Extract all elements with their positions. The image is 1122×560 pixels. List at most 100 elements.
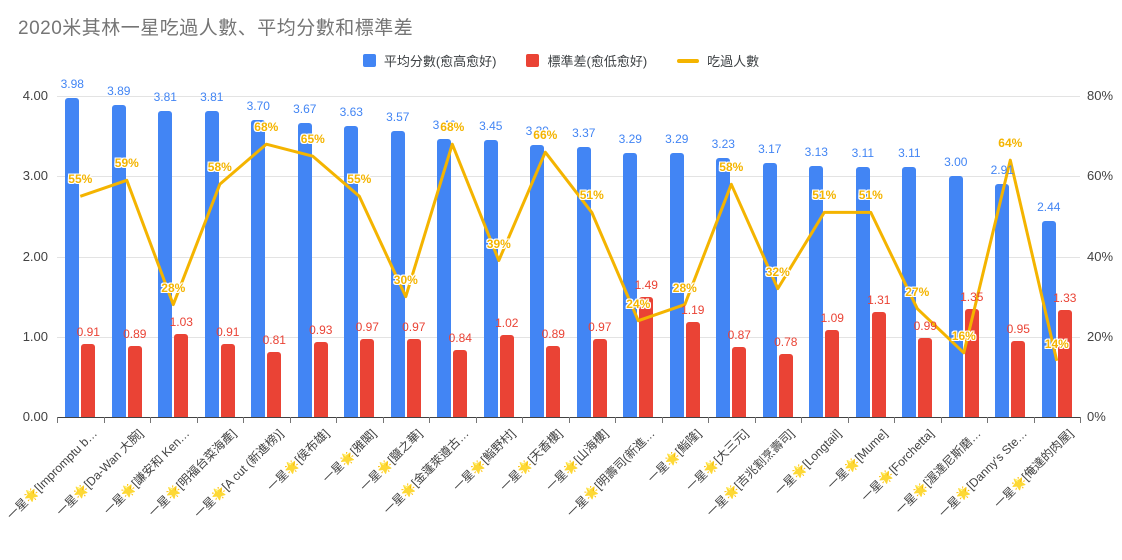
avg-score-value-label: 3.11 [898,146,921,161]
x-axis-tick [754,417,756,423]
right-axis-tick-label: 20% [1087,328,1114,344]
x-axis-tick [940,417,942,423]
diners-pct-label: 55% [68,172,93,187]
diners-pct-label: 58% [207,160,232,175]
std-dev-value-label: 1.19 [681,302,705,317]
avg-score-bar [576,146,591,417]
gridline [57,96,1080,97]
diners-pct-label: 28% [672,280,697,295]
avg-score-value-label: 3.00 [944,155,968,170]
avg-score-bar [1041,221,1056,417]
std-dev-value-label: 0.97 [402,320,426,335]
std-dev-bar [267,352,282,417]
diners-pct-label: 68% [254,120,279,135]
avg-score-bar [65,97,80,417]
x-axis-tick [57,417,58,423]
diners-pct-label: 64% [998,136,1023,151]
avg-score-bar [204,111,219,417]
diners-pct-label: 27% [905,284,930,299]
avg-score-bar [111,104,126,417]
std-dev-value-label: 0.95 [1006,321,1030,336]
std-dev-value-label: 1.31 [867,292,891,307]
legend-label-avg-score: 平均分數(愈高愈好) [383,54,497,69]
avg-score-value-label: 3.17 [758,141,782,156]
diners-pct-label: 51% [858,188,883,203]
legend-label-std-dev: 標準差(愈低愈好) [547,54,648,69]
std-dev-bar [685,321,700,417]
diners-pct-label: 16% [951,328,976,343]
std-dev-value-label: 0.93 [309,323,333,338]
diners-pct-label: 55% [347,172,372,187]
avg-score-value-label: 2.44 [1037,200,1061,215]
avg-score-bar [297,122,312,417]
avg-score-value-label: 3.39 [525,124,549,138]
std-dev-bar [546,345,561,417]
right-axis-tick-label: 80% [1087,88,1114,103]
std-dev-bar [639,297,654,417]
std-dev-value-label: 0.97 [355,320,379,335]
avg-score-value-label: 3.45 [479,119,503,134]
right-axis-tick-label: 40% [1087,248,1114,264]
avg-score-bar [716,157,731,417]
left-axis-tick-label: 1.00 [22,328,48,344]
avg-score-value-label: 3.46 [432,118,456,133]
std-dev-bar [174,334,189,417]
std-dev-value-label: 1.03 [169,315,193,330]
avg-score-value-label: 2.91 [990,162,1014,177]
avg-score-bar [762,162,777,417]
std-dev-value-label: 0.97 [588,320,612,335]
std-dev-value-label: 0.91 [76,325,100,339]
std-dev-value-label: 0.81 [262,333,286,347]
avg-score-value-label: 3.81 [153,90,177,105]
diners-pct-label: 66% [533,128,558,143]
diners-pct-label: 39% [486,236,511,251]
x-axis-tick [150,417,151,423]
std-dev-bar [220,344,235,417]
x-axis-tick [243,417,244,423]
x-axis-tick [568,417,570,423]
x-axis-tick [708,417,709,423]
std-dev-bar [592,339,607,417]
diners-pct-label: 30% [393,272,418,287]
avg-score-value-label: 3.13 [804,144,828,159]
x-axis-tick [289,417,291,423]
std-dev-bar [313,342,328,417]
avg-score-value-label: 3.67 [293,101,317,116]
std-dev-value-label: 0.78 [774,335,798,350]
x-axis-tick [382,417,384,423]
avg-score-bar [158,111,173,417]
legend-item-avg-score: 平均分數(愈高愈好) [362,51,497,70]
diners-pct-label: 51% [812,188,837,203]
std-dev-value-label: 1.33 [1053,291,1077,306]
diners-pct-label: 65% [300,132,325,147]
avg-score-value-label: 3.11 [851,146,875,161]
diners-pct-label: 59% [114,156,139,171]
std-dev-value-label: 1.49 [634,278,658,293]
avg-score-value-label: 3.63 [339,104,363,119]
avg-score-value-label: 3.57 [386,109,410,124]
avg-score-value-label: 3.70 [246,99,270,114]
x-axis-tick [615,417,616,423]
std-dev-value-label: 0.91 [216,325,240,339]
diners-pct-label: 58% [719,160,744,175]
x-axis-tick [429,417,430,423]
avg-score-value-label: 3.81 [200,90,224,105]
left-axis-tick-label: 0.00 [22,409,48,424]
x-axis-tick [987,417,988,423]
std-dev-bar [1011,340,1026,417]
x-axis-tick [475,417,477,423]
avg-score-bar [809,165,824,417]
legend-label-diners: 吃過人數 [707,54,760,69]
std-dev-value-label: 0.89 [541,326,565,341]
std-dev-value-label: 0.89 [123,326,147,341]
x-axis-tick [661,417,663,423]
avg-score-value-label: 3.37 [572,125,596,140]
right-axis-tick-label: 60% [1087,168,1114,184]
std-dev-value-label: 0.84 [448,330,472,345]
diners-pct-label: 68% [440,120,465,135]
diners-pct-label: 51% [579,188,604,203]
x-axis-tick [1033,417,1035,423]
std-dev-value-label: 0.99 [913,318,937,333]
legend-item-diners: 吃過人數 [677,51,759,70]
std-dev-bar [918,337,933,417]
